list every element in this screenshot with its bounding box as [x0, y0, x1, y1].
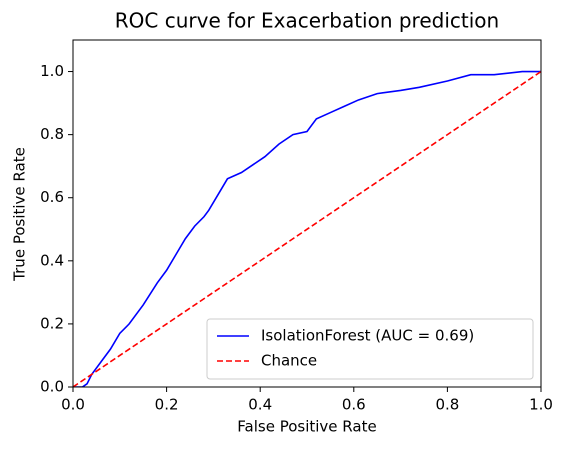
x-tick-label: 0.4: [248, 396, 272, 414]
legend-frame: [206, 318, 534, 380]
y-tick-label: 0.2: [40, 314, 64, 332]
y-tick-label: 0.4: [40, 251, 64, 269]
plot-frame: [72, 39, 542, 388]
legend-label: Chance: [261, 352, 317, 370]
x-axis-label: False Positive Rate: [237, 418, 376, 436]
x-tick-label: 1.0: [529, 396, 553, 414]
series-line: [73, 70, 541, 387]
legend-label: IsolationForest (AUC = 0.69): [261, 327, 474, 345]
x-tick-label: 0.8: [435, 396, 459, 414]
x-tick-label: 0.6: [342, 396, 366, 414]
series-line: [73, 70, 541, 387]
y-tick-label: 0.6: [40, 188, 64, 206]
x-tick-label: 0.2: [155, 396, 179, 414]
chart-title: ROC curve for Exacerbation prediction: [115, 9, 499, 33]
y-axis-label: True Positive Rate: [11, 147, 29, 282]
y-tick-label: 0.8: [40, 125, 64, 143]
y-tick-label: 0.0: [40, 378, 64, 396]
x-tick-label: 0.0: [61, 396, 85, 414]
y-tick-label: 1.0: [40, 62, 64, 80]
